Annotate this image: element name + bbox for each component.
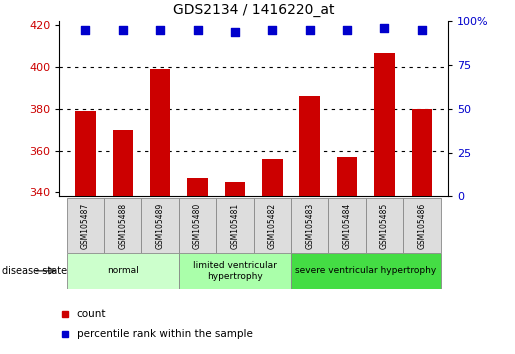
FancyBboxPatch shape	[67, 253, 179, 289]
Point	[305, 27, 314, 33]
FancyBboxPatch shape	[142, 198, 179, 253]
Text: GSM105489: GSM105489	[156, 202, 165, 249]
Point	[231, 29, 239, 35]
Bar	[150, 69, 170, 196]
Bar	[75, 111, 96, 196]
Text: normal: normal	[107, 266, 139, 275]
FancyBboxPatch shape	[329, 198, 366, 253]
Bar	[225, 182, 245, 196]
FancyBboxPatch shape	[291, 253, 440, 289]
FancyBboxPatch shape	[403, 198, 440, 253]
Point	[194, 27, 202, 33]
Text: GSM105480: GSM105480	[193, 202, 202, 249]
Bar	[337, 157, 357, 196]
Point	[418, 27, 426, 33]
Point	[343, 27, 351, 33]
FancyBboxPatch shape	[179, 253, 291, 289]
FancyBboxPatch shape	[179, 198, 216, 253]
Text: GSM105483: GSM105483	[305, 202, 314, 249]
Bar	[411, 109, 432, 196]
Point	[156, 27, 164, 33]
Bar	[112, 130, 133, 196]
FancyBboxPatch shape	[104, 198, 142, 253]
Point	[268, 27, 277, 33]
Bar	[262, 159, 283, 196]
Bar	[299, 96, 320, 196]
Bar	[374, 52, 395, 196]
Text: GSM105484: GSM105484	[342, 202, 352, 249]
FancyBboxPatch shape	[291, 198, 329, 253]
Text: GSM105481: GSM105481	[230, 202, 239, 249]
Text: percentile rank within the sample: percentile rank within the sample	[77, 329, 252, 339]
FancyBboxPatch shape	[254, 198, 291, 253]
Text: disease state: disease state	[2, 266, 66, 276]
Text: GSM105488: GSM105488	[118, 202, 127, 249]
Title: GDS2134 / 1416220_at: GDS2134 / 1416220_at	[173, 4, 334, 17]
FancyBboxPatch shape	[366, 198, 403, 253]
Text: limited ventricular
hypertrophy: limited ventricular hypertrophy	[193, 261, 277, 280]
Point	[118, 27, 127, 33]
Bar	[187, 178, 208, 196]
Text: severe ventricular hypertrophy: severe ventricular hypertrophy	[295, 266, 436, 275]
Text: GSM105482: GSM105482	[268, 202, 277, 249]
FancyBboxPatch shape	[216, 198, 254, 253]
Point	[381, 25, 389, 31]
Text: GSM105487: GSM105487	[81, 202, 90, 249]
Text: GSM105485: GSM105485	[380, 202, 389, 249]
FancyBboxPatch shape	[67, 198, 104, 253]
Point	[81, 27, 90, 33]
Text: count: count	[77, 309, 106, 319]
Text: GSM105486: GSM105486	[417, 202, 426, 249]
